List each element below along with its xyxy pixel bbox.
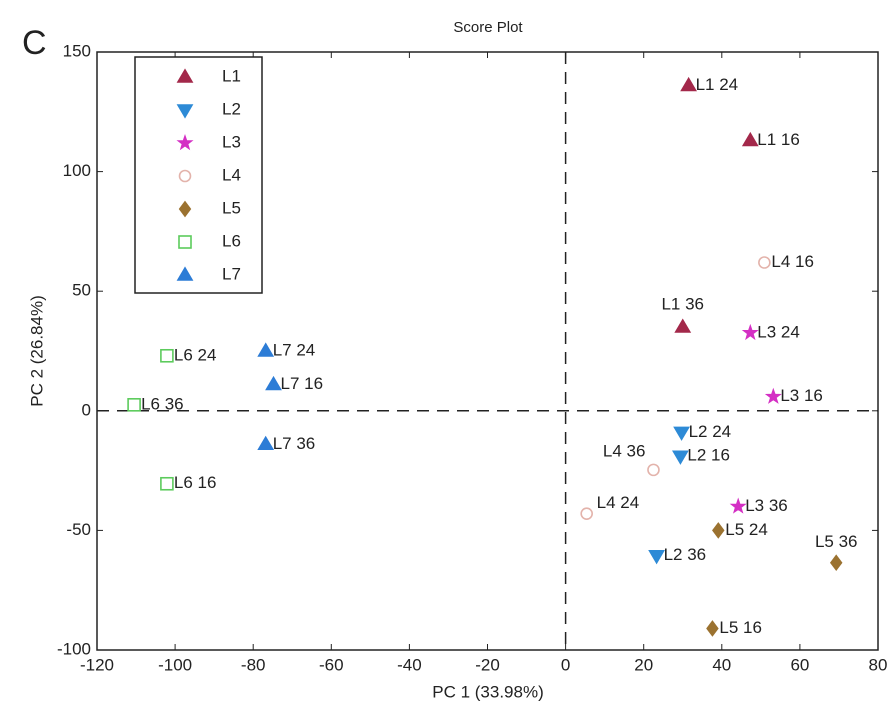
legend-label: L3 bbox=[222, 132, 241, 151]
x-tick-label: 40 bbox=[712, 655, 731, 674]
point-label: L5 36 bbox=[815, 532, 858, 551]
y-tick-label: 0 bbox=[82, 400, 91, 419]
point bbox=[160, 348, 174, 363]
legend-marker bbox=[178, 169, 192, 183]
y-axis-label: PC 2 (26.84%) bbox=[27, 295, 46, 407]
point bbox=[257, 435, 275, 450]
x-tick-label: -120 bbox=[80, 655, 114, 674]
point bbox=[741, 131, 759, 147]
legend-label: L4 bbox=[222, 165, 241, 184]
chart-title: Score Plot bbox=[453, 19, 523, 36]
point-label: L7 16 bbox=[281, 374, 324, 393]
point-label: L7 36 bbox=[273, 434, 316, 453]
x-tick-label: -40 bbox=[397, 655, 422, 674]
y-tick-label: 150 bbox=[63, 41, 91, 60]
point-label: L1 24 bbox=[696, 75, 739, 94]
point-label: L6 16 bbox=[174, 473, 217, 492]
point bbox=[729, 497, 747, 514]
y-tick-label: -50 bbox=[66, 520, 91, 539]
legend-marker bbox=[176, 266, 194, 281]
point-label: L7 24 bbox=[273, 340, 316, 359]
point bbox=[265, 375, 282, 391]
point bbox=[257, 342, 275, 357]
point bbox=[674, 318, 692, 333]
point-label: L5 24 bbox=[725, 520, 768, 539]
point-label: L2 24 bbox=[689, 422, 732, 441]
point bbox=[741, 323, 759, 341]
point-label: L2 16 bbox=[687, 446, 730, 465]
point bbox=[672, 450, 689, 465]
legend-label: L7 bbox=[222, 264, 241, 283]
x-tick-label: -80 bbox=[241, 655, 266, 674]
point bbox=[127, 398, 141, 412]
point bbox=[712, 522, 725, 539]
x-tick-label: -60 bbox=[319, 655, 344, 674]
x-tick-label: -100 bbox=[158, 655, 192, 674]
point bbox=[758, 256, 771, 269]
legend-label: L5 bbox=[222, 198, 241, 217]
legend-marker bbox=[176, 134, 194, 151]
point-label: L3 16 bbox=[780, 386, 823, 405]
point-label: L3 24 bbox=[757, 322, 800, 341]
point bbox=[829, 554, 843, 572]
legend-marker bbox=[176, 104, 194, 119]
x-tick-label: 60 bbox=[790, 655, 809, 674]
point bbox=[673, 426, 690, 441]
legend-box bbox=[134, 56, 263, 294]
point-label: L5 16 bbox=[719, 618, 762, 637]
point-label: L2 36 bbox=[664, 545, 707, 564]
point-label: L1 16 bbox=[757, 130, 800, 149]
point bbox=[648, 550, 665, 565]
point bbox=[706, 620, 719, 637]
point-label: L1 36 bbox=[661, 295, 704, 314]
x-tick-label: -20 bbox=[475, 655, 500, 674]
point-label: L3 36 bbox=[745, 496, 788, 515]
point-label: L6 36 bbox=[141, 394, 184, 413]
y-tick-label: 50 bbox=[72, 281, 91, 300]
y-tick-label: -100 bbox=[57, 639, 91, 658]
point bbox=[160, 476, 174, 491]
y-tick-label: 100 bbox=[63, 161, 91, 180]
point bbox=[764, 387, 782, 404]
legend-marker bbox=[178, 200, 192, 218]
legend-marker bbox=[176, 68, 194, 83]
x-axis-label: PC 1 (33.98%) bbox=[432, 682, 544, 701]
point bbox=[647, 463, 660, 477]
point bbox=[680, 76, 698, 92]
panel-label: C bbox=[22, 24, 47, 62]
x-tick-label: 0 bbox=[561, 655, 570, 674]
legend-marker bbox=[178, 235, 192, 249]
point-label: L6 24 bbox=[174, 345, 217, 364]
legend-label: L1 bbox=[222, 66, 241, 85]
point-label: L4 16 bbox=[771, 252, 814, 271]
legend-label: L2 bbox=[222, 99, 241, 118]
point bbox=[580, 507, 593, 520]
x-tick-label: 20 bbox=[634, 655, 653, 674]
point-label: L4 36 bbox=[603, 441, 646, 460]
x-tick-label: 80 bbox=[869, 655, 888, 674]
point-label: L4 24 bbox=[597, 493, 640, 512]
legend-label: L6 bbox=[222, 231, 241, 250]
